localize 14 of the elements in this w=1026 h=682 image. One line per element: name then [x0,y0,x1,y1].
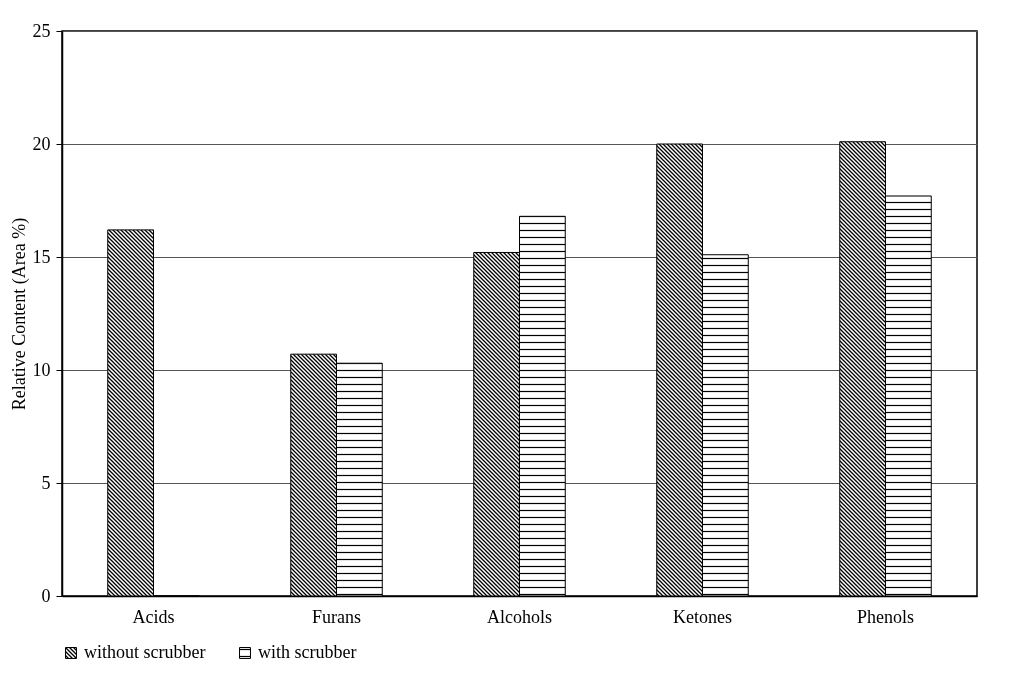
x-tick-label: Furans [312,606,361,627]
y-tick-label: 15 [32,246,51,267]
y-tick-label: 10 [32,359,51,380]
x-tick-label: Alcohols [487,606,552,627]
y-tick-label: 5 [41,472,51,493]
y-axis-title: Relative Content (Area %) [8,217,30,411]
x-tick-label: Ketones [673,606,732,627]
legend-label: with scrubber [258,642,357,662]
y-tick-label: 0 [41,585,51,606]
y-tick-label: 20 [32,133,51,154]
x-tick-label: Phenols [856,606,915,627]
x-tick-label: Acids [132,606,175,627]
y-tick-label: 25 [32,20,51,41]
legend-label: without scrubber [84,642,206,662]
